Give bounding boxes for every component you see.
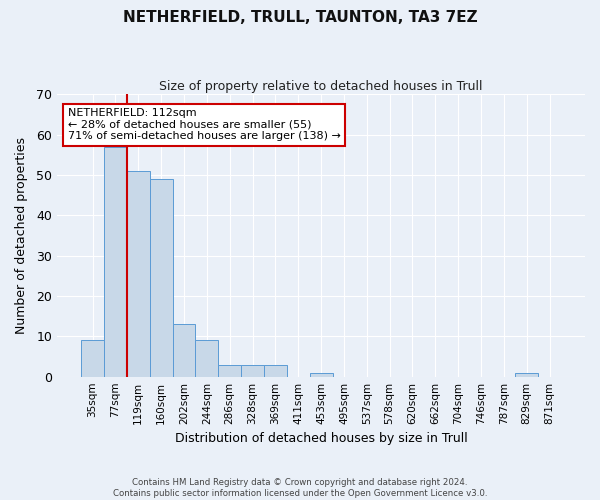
Bar <box>104 146 127 376</box>
Bar <box>81 340 104 376</box>
Text: NETHERFIELD, TRULL, TAUNTON, TA3 7EZ: NETHERFIELD, TRULL, TAUNTON, TA3 7EZ <box>122 10 478 25</box>
Bar <box>196 340 218 376</box>
Bar <box>173 324 196 376</box>
X-axis label: Distribution of detached houses by size in Trull: Distribution of detached houses by size … <box>175 432 467 445</box>
Bar <box>218 364 241 376</box>
Text: Contains HM Land Registry data © Crown copyright and database right 2024.
Contai: Contains HM Land Registry data © Crown c… <box>113 478 487 498</box>
Y-axis label: Number of detached properties: Number of detached properties <box>15 137 28 334</box>
Bar <box>310 372 332 376</box>
Title: Size of property relative to detached houses in Trull: Size of property relative to detached ho… <box>160 80 483 93</box>
Bar <box>241 364 264 376</box>
Text: NETHERFIELD: 112sqm
← 28% of detached houses are smaller (55)
71% of semi-detach: NETHERFIELD: 112sqm ← 28% of detached ho… <box>68 108 341 142</box>
Bar <box>127 171 150 376</box>
Bar <box>150 179 173 376</box>
Bar <box>515 372 538 376</box>
Bar <box>264 364 287 376</box>
